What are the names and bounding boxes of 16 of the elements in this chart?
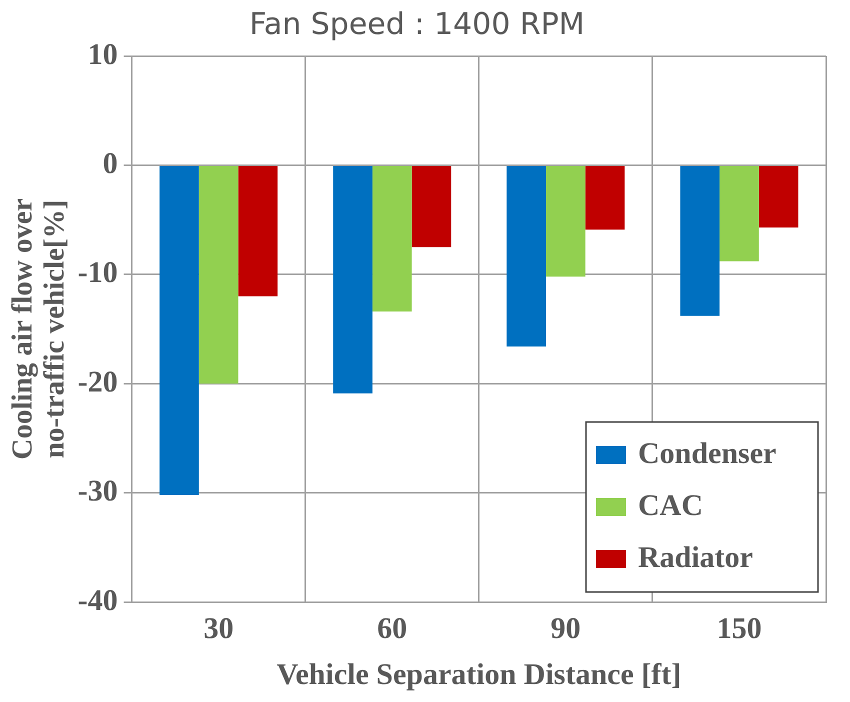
x-tick-label: 30 [204,612,234,645]
legend-label: Condenser [638,436,776,470]
y-tick-label: 10 [88,38,118,71]
y-tick-label: -40 [78,584,118,617]
y-tick-label: 0 [102,146,118,180]
chart-title: Fan Speed : 1400 RPM [249,6,585,42]
x-axis-title: Vehicle Separation Distance [ft] [276,658,682,691]
y-tick-label: -30 [78,474,118,508]
x-tick-label: 60 [377,612,408,645]
x-tick-label: 150 [716,612,762,645]
legend-label: CAC [638,488,703,522]
x-tick-label: 90 [550,612,581,645]
y-tick-label: -20 [78,365,118,398]
legend-label: Radiator [638,540,753,574]
y-tick-label: -10 [78,256,118,290]
y-axis-title: Cooling air flow over no-traffic vehicle[%] [6,198,70,460]
